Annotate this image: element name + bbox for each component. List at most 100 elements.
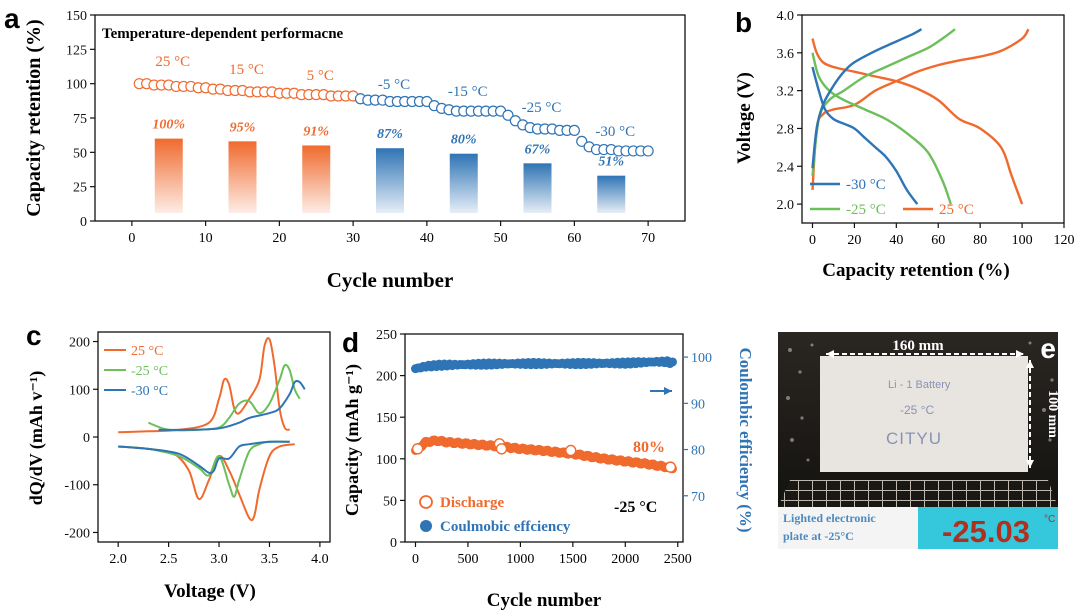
legend-label: 25 °C [131, 344, 163, 359]
caption-box [778, 507, 918, 549]
retention-point [576, 135, 588, 147]
panel-b-ytick-label: 2.8 [777, 122, 795, 137]
panel-d-right-ytick-label: 100 [691, 351, 712, 366]
panel-a-ytick-label: 125 [66, 43, 87, 58]
panel-d-xtick-label: 2000 [611, 552, 639, 567]
bar-value-label: 87% [377, 127, 403, 142]
panel-c-ytick-label: -100 [64, 479, 90, 494]
panel-d-ytick-label: 250 [376, 328, 397, 343]
bar-value-label: 91% [303, 124, 329, 139]
legend-label: 25 °C [939, 202, 974, 218]
sticker-line-2: -25 °C [900, 403, 934, 417]
panel-c-xlabel: Voltage (V) [164, 581, 256, 602]
panel-d-condition: -25 °C [614, 499, 657, 516]
panel-a-xtick-label: 10 [199, 231, 213, 246]
panel-b-ytick-label: 3.6 [777, 47, 795, 62]
display-panel [918, 507, 1058, 549]
discharge-open-point [565, 444, 577, 457]
panel-a-ytick-label: 100 [66, 78, 87, 93]
legend-label: Coulmobic effciency [440, 519, 571, 535]
panel-d-right-ytick-label: 80 [691, 444, 705, 459]
display-unit: °C [1044, 514, 1055, 525]
panel-d-right-ytick-label: 70 [691, 490, 705, 505]
panel-c-xtick-label: 2.0 [109, 552, 127, 567]
panel-c-xtick-label: 3.5 [261, 552, 279, 567]
temperature-label: -25 °C [522, 100, 562, 116]
discharge-open-point [411, 443, 424, 455]
retention-point [642, 145, 654, 157]
panel-d-annotation: 80% [633, 439, 665, 456]
panel-d-frame [404, 333, 684, 543]
panel-a-ytick-label: 0 [80, 215, 87, 230]
panel-b-xtick-label: 0 [809, 233, 816, 248]
temperature-label: -30 °C [595, 124, 635, 140]
dqdv-curve [118, 440, 290, 498]
panel-b-xtick-label: 120 [1054, 233, 1075, 248]
panel-a-ylabel: Capacity retention (%) [23, 19, 45, 216]
panel-b-xtick-label: 80 [973, 233, 987, 248]
bar-value-label: 95% [230, 120, 256, 135]
legend-marker [419, 495, 433, 509]
bar-value-label: 80% [451, 133, 477, 148]
bar-3 [376, 148, 404, 213]
panel-b-ytick-label: 2.0 [777, 198, 795, 213]
legend-label: -25 °C [846, 202, 886, 218]
panel-a-xtick-label: 60 [567, 231, 581, 246]
panel-d-ytick-label: 100 [376, 453, 397, 468]
temperature-label: 5 °C [307, 68, 334, 84]
panel-d-ytick-label: 150 [376, 411, 397, 426]
bar-0 [154, 138, 183, 213]
panel-b-xtick-label: 20 [847, 233, 861, 248]
sticker-line-3: CITYU [886, 429, 942, 448]
panel-d-xtick-label: 500 [457, 552, 478, 567]
panel-d-xtick-label: 0 [412, 552, 419, 567]
panel-letter-e: e [1040, 333, 1056, 364]
panel-a-xtick-label: 30 [346, 231, 360, 246]
bar-value-label: 100% [152, 118, 185, 133]
panel-b-chart: 0 20 40 60 80 100 120 2.0 2.4 2.8 3.2 3.6 4.0 -30 °… [734, 9, 1075, 281]
photo-mesh-grid [778, 480, 1058, 507]
panel-c-ylabel: dQ/dV (mAh v⁻¹) [26, 371, 47, 506]
panel-a-xtick-label: 70 [641, 231, 655, 246]
panel-c-chart: 2.0 2.5 3.0 3.5 4.0 -200 -100 0 100 200 25 °C -25… [26, 331, 331, 602]
bar-value-label: 51% [598, 155, 624, 170]
legend-label: -30 °C [131, 384, 168, 399]
panel-a-xtick-label: 40 [420, 231, 434, 246]
legend-label: Discharge [440, 495, 504, 511]
panel-d-ytick-label: 50 [383, 494, 397, 509]
panel-b-xtick-label: 60 [931, 233, 945, 248]
dqdv-curve [118, 337, 291, 434]
panel-a-xtick-label: 20 [272, 231, 286, 246]
discharge-open-point [664, 461, 677, 473]
voltage-curve [811, 66, 919, 205]
panel-letter-b: b [735, 7, 752, 38]
panel-letter-c: c [26, 320, 42, 351]
temperature-label: -5 °C [378, 77, 410, 93]
panel-c-xtick-label: 3.0 [210, 552, 228, 567]
panel-a-title: Temperature-dependent performacne [102, 26, 344, 42]
temperature-label: 15 °C [229, 62, 264, 78]
display-reading: -25.03 [942, 514, 1030, 549]
bar-2 [302, 145, 331, 213]
bar-value-label: 67% [525, 142, 551, 157]
dqdv-curve [148, 363, 301, 432]
panel-c-ytick-label: 0 [83, 431, 90, 446]
dqdv-curve [118, 440, 290, 475]
panel-letter-d: d [342, 327, 359, 358]
legend-marker [420, 520, 432, 532]
panel-d-ylabel: Capacity (mAh g⁻¹) [342, 364, 363, 516]
voltage-curve [811, 52, 952, 205]
panel-a-xlabel: Cycle number [327, 268, 454, 292]
battery-plate [820, 356, 1028, 472]
panel-a-xtick-label: 50 [494, 231, 508, 246]
panel-a-ytick-label: 50 [73, 146, 87, 161]
panel-d-ylabel-right: Coulombic efficiency (%) [736, 347, 755, 532]
panel-d-xtick-label: 1000 [506, 552, 534, 567]
panel-b-frame [801, 14, 1065, 224]
panel-b-xtick-label: 100 [1012, 233, 1033, 248]
panel-a-ytick-label: 75 [73, 112, 87, 127]
voltage-curve [811, 28, 923, 169]
legend-label: -30 °C [846, 177, 886, 193]
photo-dots [786, 341, 1054, 462]
